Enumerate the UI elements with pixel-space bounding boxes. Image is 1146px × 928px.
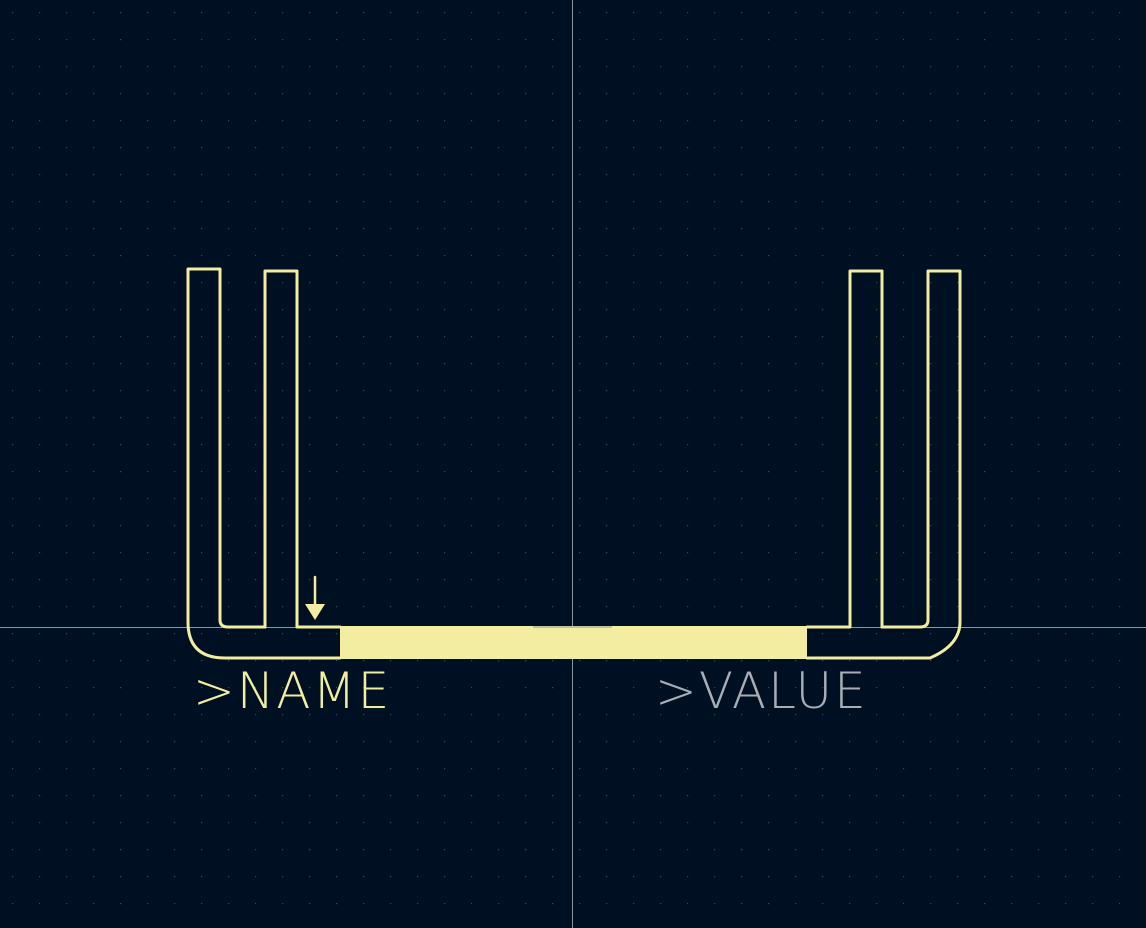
right-inner-fin[interactable] <box>805 269 884 629</box>
left-outer-fin[interactable] <box>186 267 342 660</box>
right-outer-fin[interactable] <box>805 269 962 660</box>
left-inner-fin[interactable] <box>263 269 342 629</box>
value-label[interactable]: >VALUE <box>655 662 868 720</box>
down-arrow-icon <box>305 575 325 620</box>
name-label[interactable]: >NAME <box>193 662 391 720</box>
footprint-outline[interactable] <box>186 267 962 660</box>
base-bar-fill[interactable] <box>340 626 807 659</box>
